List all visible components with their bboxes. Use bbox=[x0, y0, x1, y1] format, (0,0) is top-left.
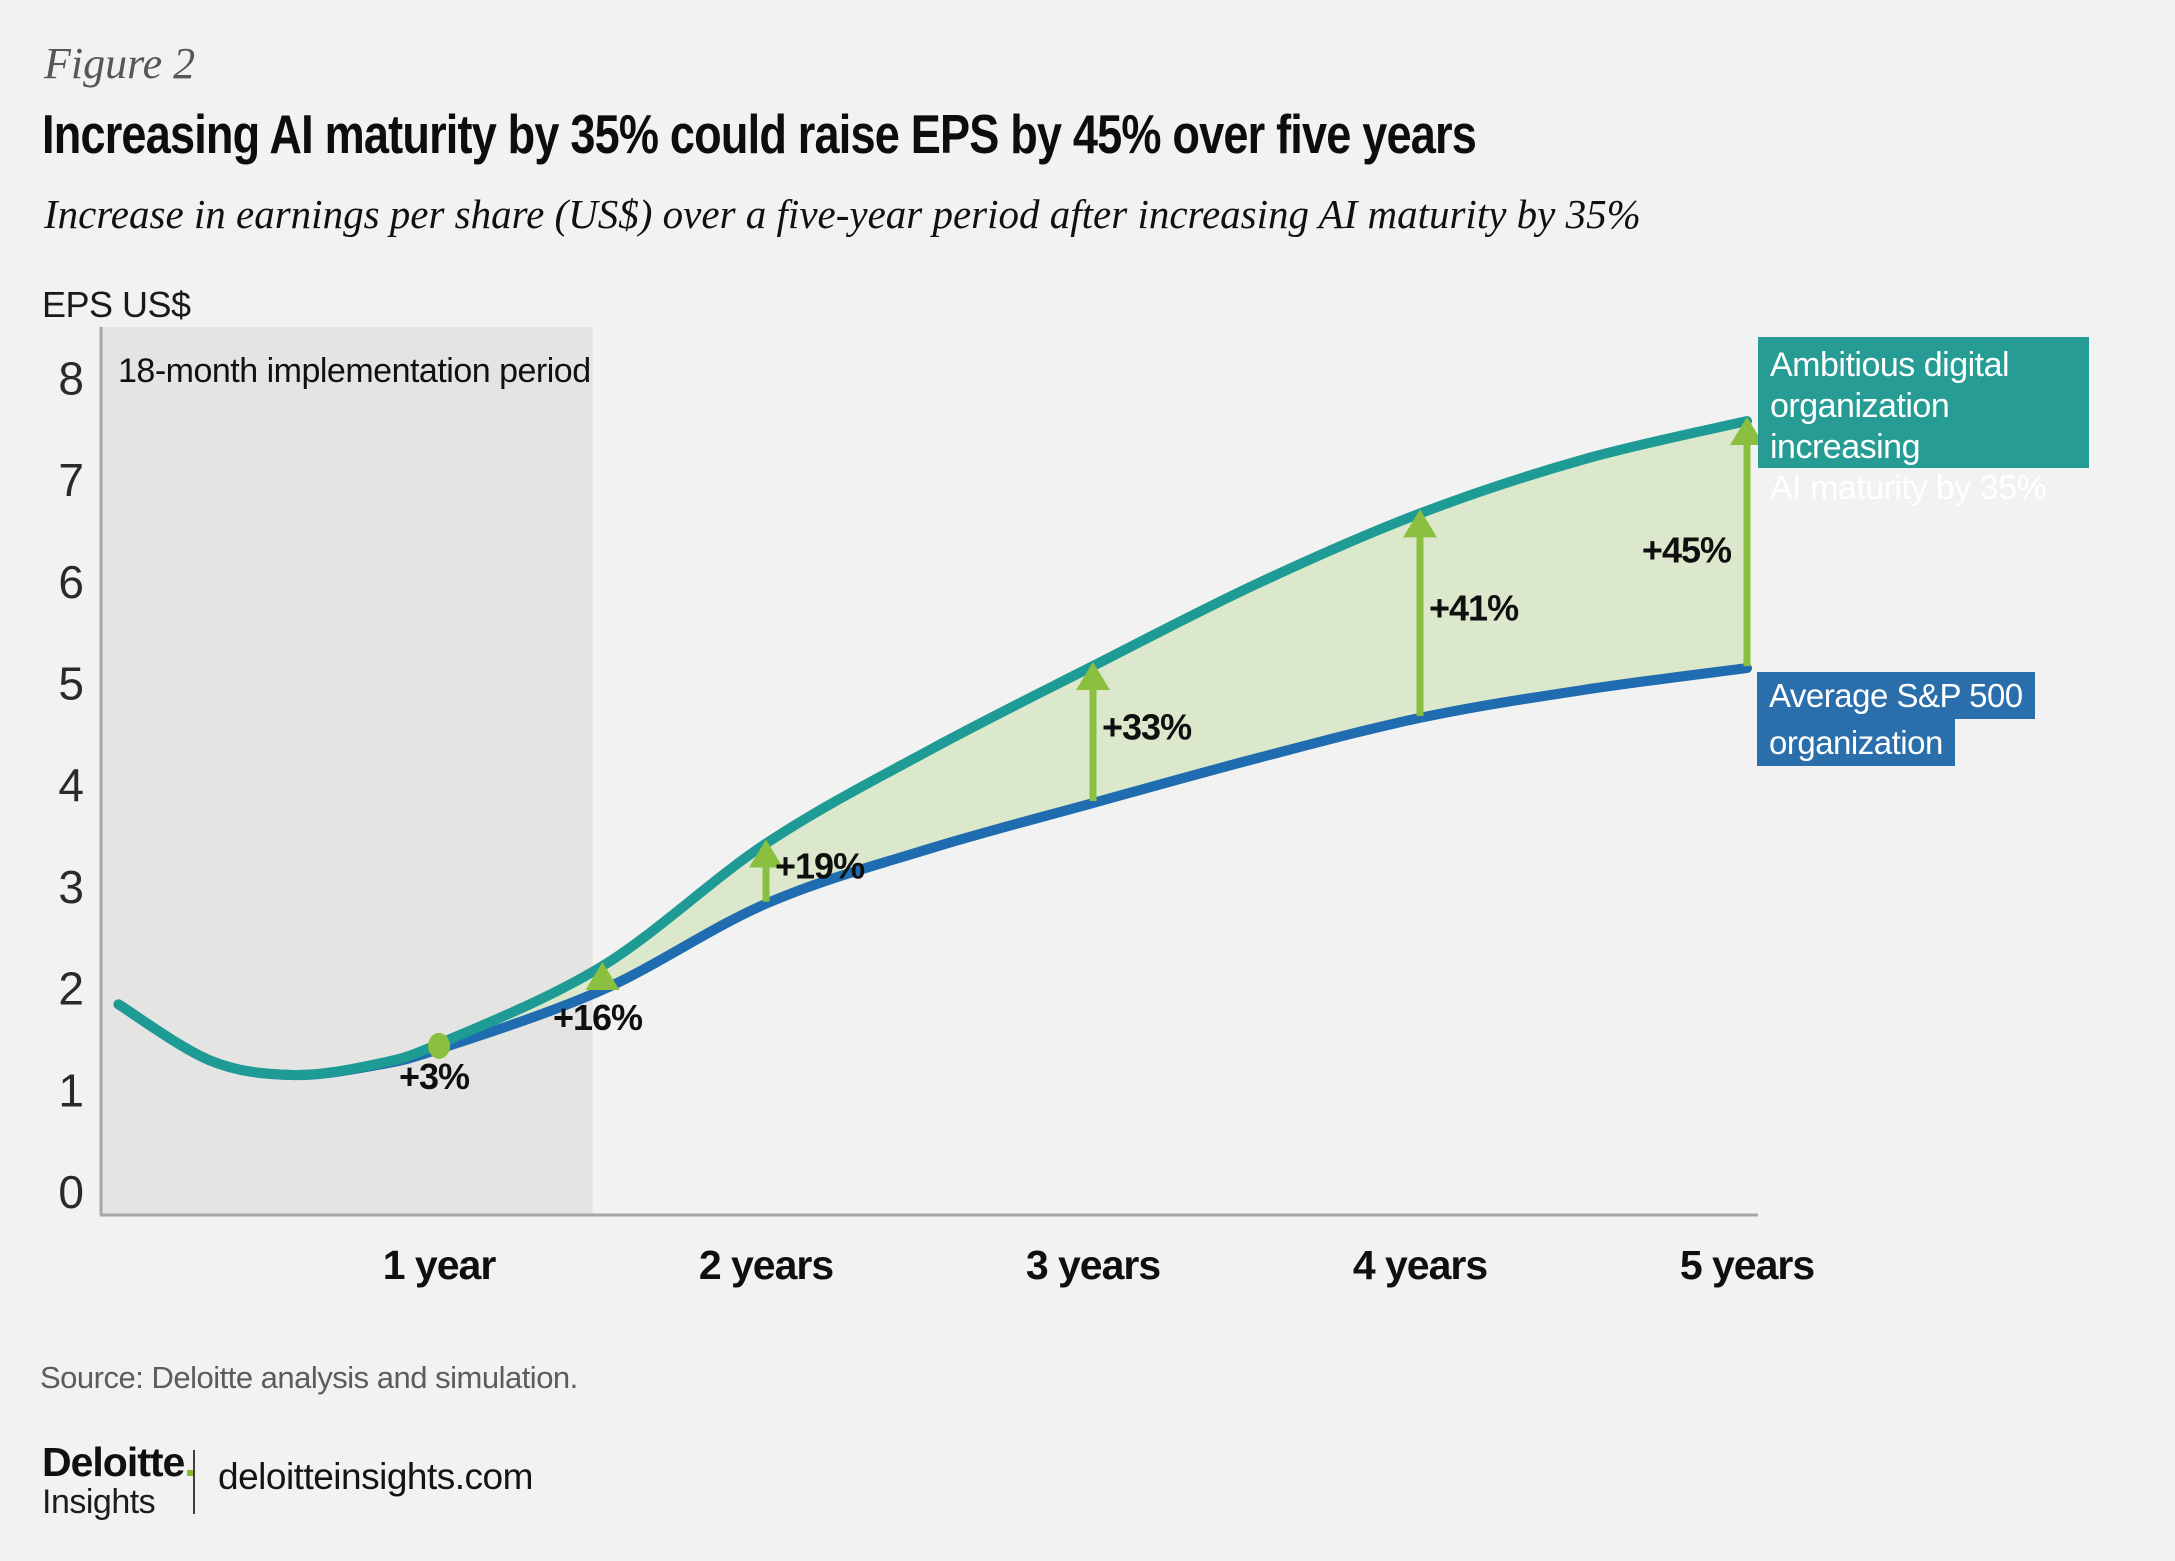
gain-arrow-head bbox=[1403, 509, 1437, 538]
deloitteinsights-url: deloitteinsights.com bbox=[218, 1456, 533, 1497]
brand-green-dot: . bbox=[184, 1439, 195, 1485]
legend-average-line-1: Average S&P 500 bbox=[1757, 672, 2035, 719]
x-tick-label: 3 years bbox=[1026, 1242, 1161, 1288]
y-tick-label: 2 bbox=[58, 963, 84, 1015]
legend-average-organization: Average S&P 500 organization bbox=[1757, 672, 2035, 766]
gain-percentage-label: +16% bbox=[553, 997, 643, 1038]
brand-insights-text: Insights bbox=[42, 1483, 156, 1521]
brand-name-text: Deloitte bbox=[42, 1439, 185, 1485]
figure-label: Figure 2 bbox=[44, 39, 196, 88]
gain-marker-dot bbox=[428, 1032, 450, 1059]
gain-percentage-label: +19% bbox=[775, 846, 865, 887]
y-tick-label: 0 bbox=[58, 1166, 84, 1218]
gain-percentage-label: +33% bbox=[1102, 707, 1192, 748]
y-tick-label: 6 bbox=[58, 556, 84, 608]
gain-percentage-label: +41% bbox=[1429, 588, 1519, 629]
implementation-period-label: 18-month implementation period bbox=[118, 352, 591, 390]
gain-percentage-label: +45% bbox=[1642, 530, 1732, 571]
legend-ambitious-line-1: Ambitious digital bbox=[1770, 346, 2010, 384]
y-tick-label: 1 bbox=[58, 1064, 84, 1116]
deloitte-insights-logo: Deloitte. Insights bbox=[42, 1439, 196, 1521]
x-tick-label: 1 year bbox=[383, 1242, 497, 1288]
y-axis-unit-label: EPS US$ bbox=[42, 284, 191, 325]
legend-ambitious-line-2: organization increasing bbox=[1770, 387, 1950, 466]
y-tick-label: 3 bbox=[58, 861, 84, 913]
chart-title: Increasing AI maturity by 35% could rais… bbox=[42, 102, 1791, 166]
legend-ambitious-organization: Ambitious digital organization increasin… bbox=[1758, 337, 2089, 507]
gain-arrow-head bbox=[585, 961, 620, 990]
eps-gain-area bbox=[118, 421, 1747, 1076]
legend-average-line-2: organization bbox=[1757, 719, 1955, 766]
y-tick-label: 8 bbox=[58, 352, 84, 404]
chart-subtitle: Increase in earnings per share (US$) ove… bbox=[44, 191, 1641, 237]
ambitious-org-curve bbox=[113, 416, 1752, 1080]
brand-wordmark: Deloitte. bbox=[42, 1439, 196, 1485]
legend-ambitious-line-3: AI maturity by 35% bbox=[1770, 469, 2047, 507]
logo-divider-line bbox=[193, 1450, 195, 1514]
y-tick-label: 4 bbox=[58, 759, 84, 811]
x-tick-label: 4 years bbox=[1353, 1242, 1488, 1288]
x-tick-label: 2 years bbox=[699, 1242, 834, 1288]
source-note: Source: Deloitte analysis and simulation… bbox=[40, 1360, 578, 1395]
gain-arrow-head bbox=[1730, 417, 1764, 446]
implementation-period-band bbox=[101, 327, 593, 1215]
gain-percentage-label: +3% bbox=[399, 1056, 470, 1097]
x-tick-label: 5 years bbox=[1680, 1242, 1815, 1288]
gain-arrow-head bbox=[749, 839, 783, 868]
gain-arrow-head bbox=[1076, 662, 1110, 691]
y-tick-label: 7 bbox=[58, 454, 84, 506]
chart-title-text: Increasing AI maturity by 35% could rais… bbox=[42, 103, 1477, 165]
y-tick-label: 5 bbox=[58, 658, 84, 710]
